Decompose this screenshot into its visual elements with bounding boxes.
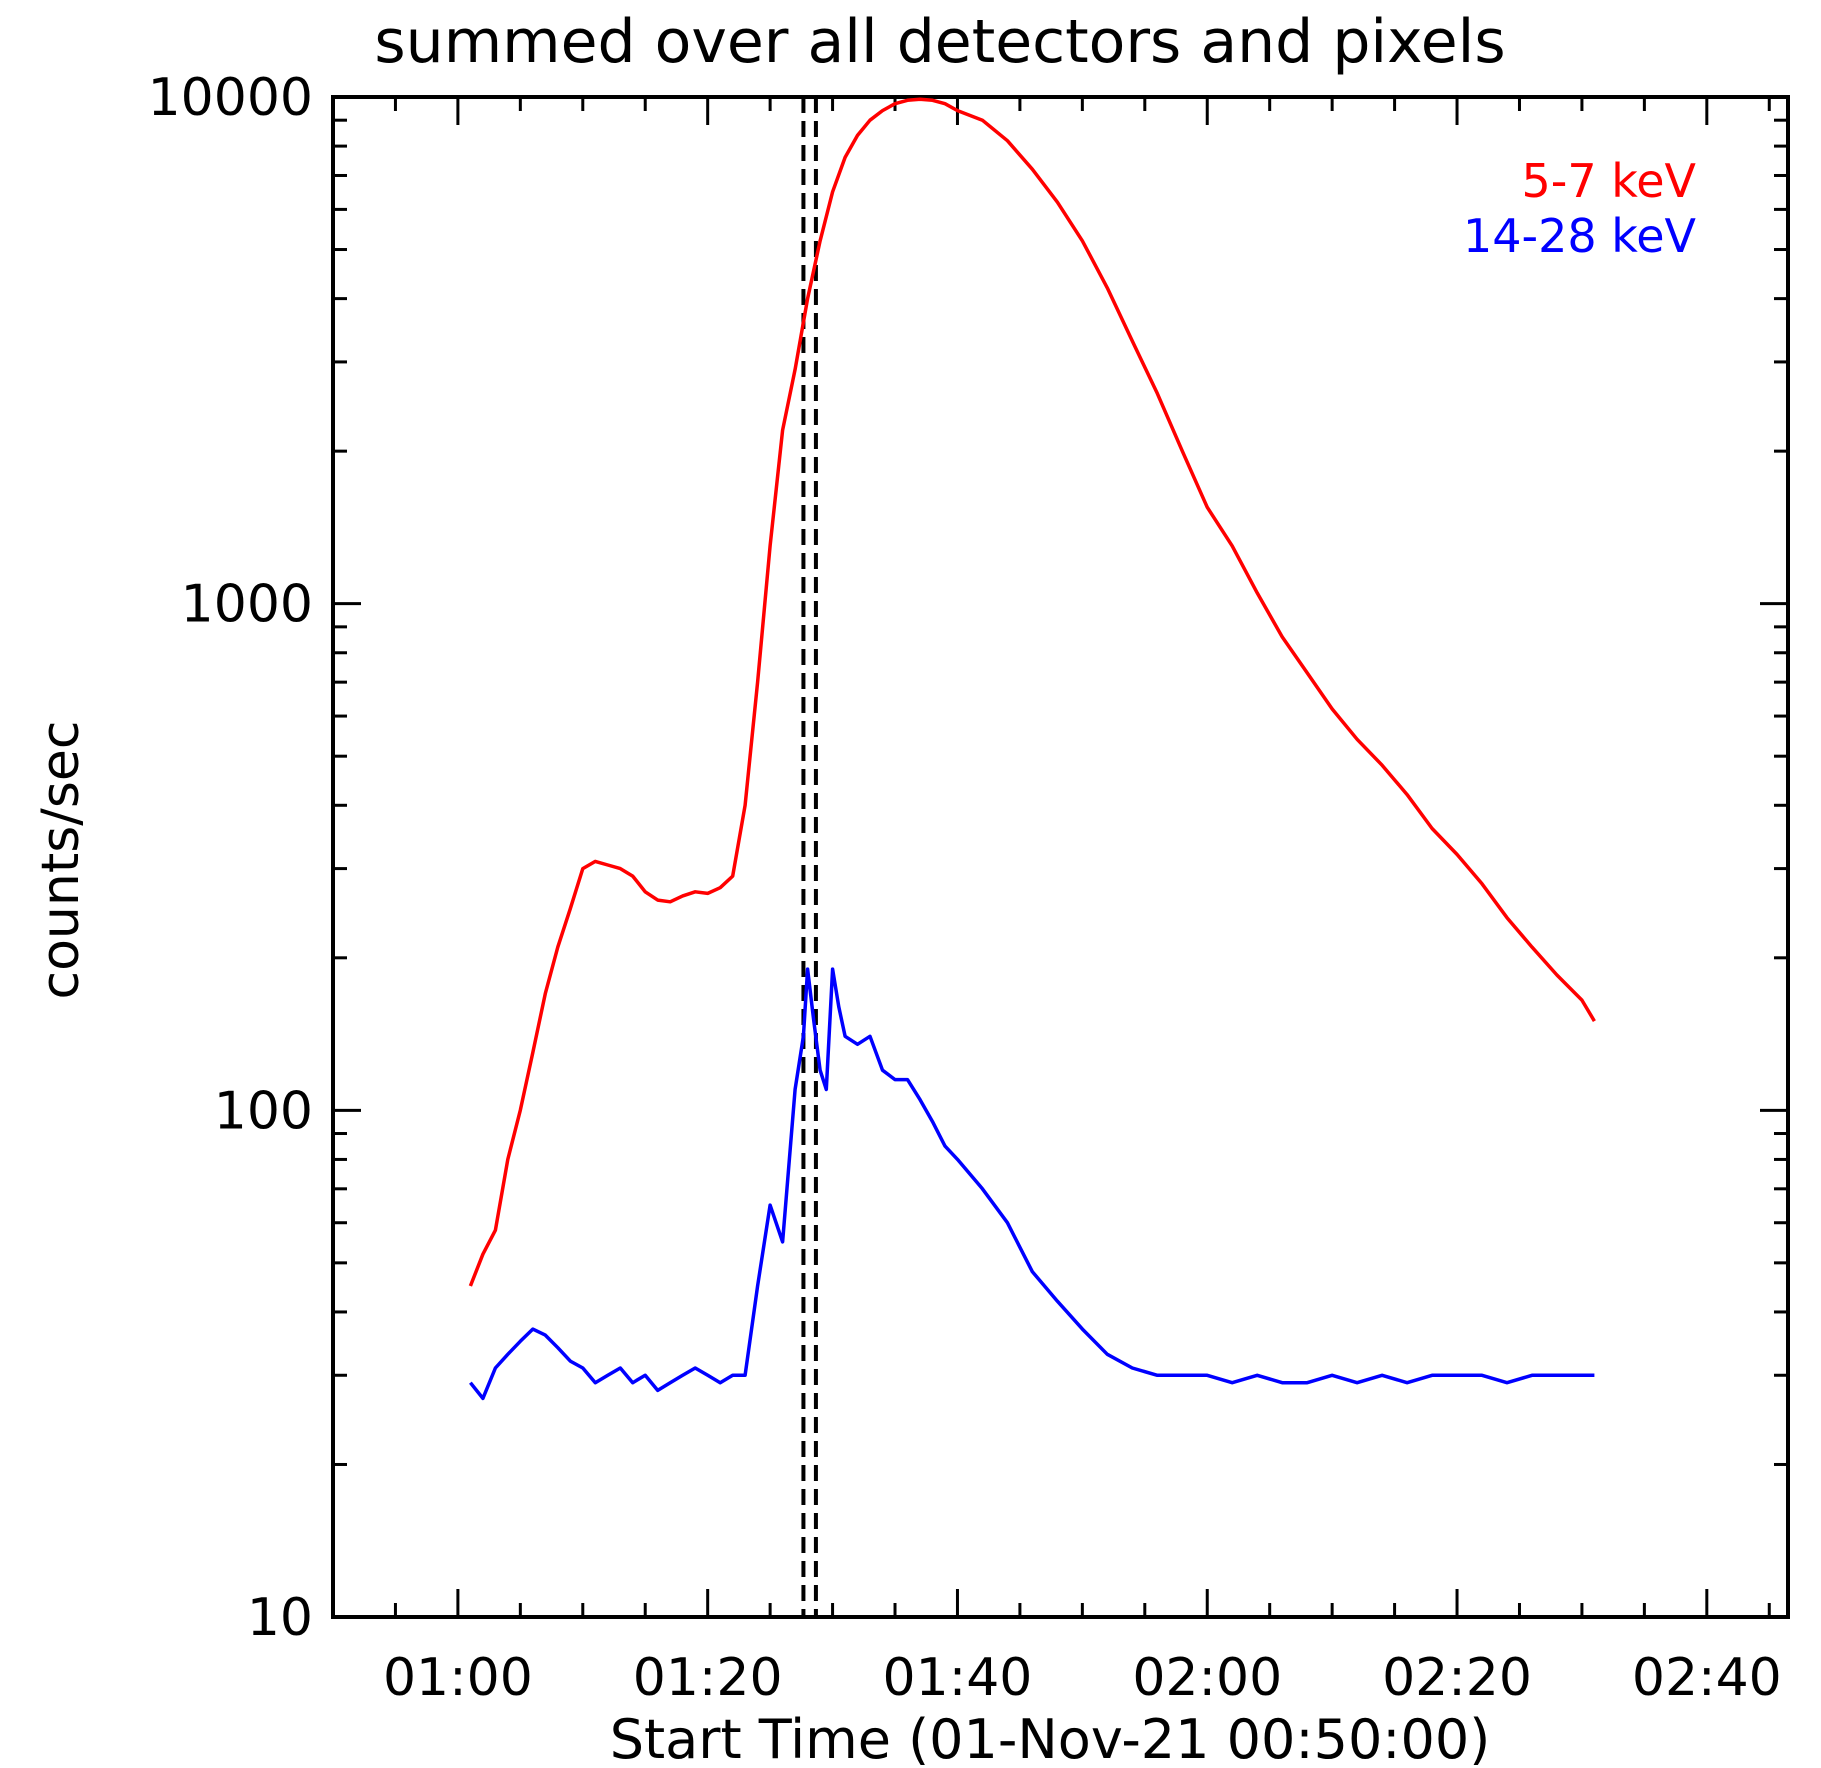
chart-title: summed over all detectors and pixels (374, 7, 1505, 77)
marker-lines (801, 97, 818, 1617)
axis-ticks (331, 97, 1788, 1619)
y-tick-label: 100 (214, 1081, 313, 1141)
plot-frame (331, 95, 1790, 1619)
series-lines (468, 97, 1596, 1401)
series-line (468, 97, 1596, 1287)
legend-entry: 14-28 keV (1463, 209, 1697, 263)
legend-entry: 5-7 keV (1521, 154, 1696, 208)
y-axis-label: counts/sec (31, 721, 91, 1000)
series-line (469, 967, 1595, 1401)
x-tick-label: 02:20 (1382, 1648, 1532, 1708)
y-tick-label: 10000 (148, 68, 313, 128)
axis-tick-labels: 01:00 01:20 01:40 02:00 02:20 02:40 10 100 1000 1… (148, 68, 1782, 1708)
x-tick-label: 01:20 (633, 1648, 783, 1708)
x-tick-label: 01:00 (383, 1648, 533, 1708)
y-tick-label: 10 (247, 1588, 313, 1648)
y-tick-label: 1000 (181, 575, 313, 635)
x-tick-label: 01:40 (883, 1648, 1033, 1708)
x-axis-label: Start Time (01-Nov-21 00:50:00) (610, 1708, 1491, 1768)
x-tick-label: 02:00 (1132, 1648, 1282, 1708)
x-tick-label: 02:40 (1632, 1648, 1782, 1708)
